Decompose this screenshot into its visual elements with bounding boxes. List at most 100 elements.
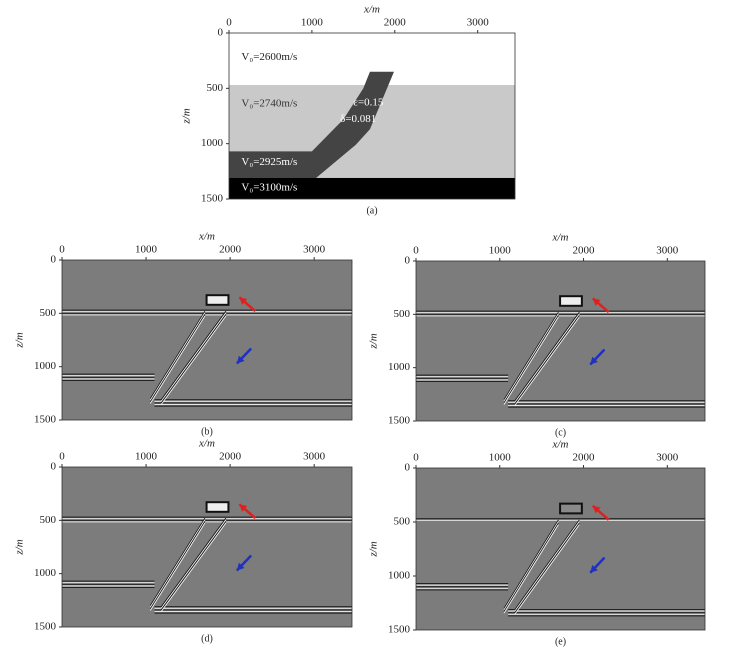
bright-spot	[559, 295, 583, 307]
plot-frame	[415, 467, 706, 631]
z-tick-label: 1500	[201, 193, 224, 205]
z-tick-label: 500	[394, 308, 411, 320]
bright-spot	[559, 502, 583, 515]
x-axis-label: x/m	[198, 231, 215, 243]
caption: (d)	[201, 633, 213, 644]
reflector	[149, 310, 206, 399]
annotation: δ=0.081	[340, 113, 376, 125]
z-axis-label: z/m	[368, 541, 380, 557]
panel: 0 1000 2000 3000 0 500 1000 1500 x/m z/m (b)	[14, 231, 353, 437]
z-axis-label: z/m	[368, 333, 380, 349]
annotation: V₀=2740m/s	[241, 97, 297, 109]
arrow-head	[239, 297, 248, 305]
z-tick-label: 1500	[388, 415, 411, 427]
x-tick-label: 0	[59, 244, 65, 256]
x-tick-label: 2000	[219, 244, 242, 256]
x-tick-label: 3000	[656, 452, 679, 464]
reflector	[514, 311, 580, 401]
z-tick-label: 0	[218, 27, 224, 39]
panel: 0 1000 2000 3000 0 500 1000 1500 x/m z/m (d)	[14, 438, 353, 644]
z-tick-label: 1000	[34, 360, 57, 372]
z-tick-label: 500	[40, 307, 57, 319]
arrow-head	[236, 562, 245, 571]
arrow-head	[590, 565, 598, 573]
panel: 0 1000 2000 3000 0 500 1000 1500 x/m z/m (e)	[368, 439, 706, 647]
reflector	[514, 313, 580, 403]
reflector	[514, 524, 580, 615]
x-tick-label: 3000	[303, 451, 326, 463]
z-tick-label: 1500	[388, 624, 411, 636]
reflector	[514, 315, 580, 405]
annotation: V₀=2600m/s	[241, 51, 297, 63]
reflector	[160, 517, 227, 607]
reflector	[503, 311, 559, 400]
x-axis-label: x/m	[552, 439, 569, 451]
plot-frame	[415, 260, 706, 422]
caption: (b)	[201, 426, 213, 437]
z-tick-label: 0	[405, 255, 411, 267]
reflector	[503, 521, 559, 611]
x-tick-label: 3000	[656, 245, 679, 257]
reflector	[149, 522, 206, 611]
plot-frame	[228, 32, 516, 200]
x-axis-label: x/m	[363, 4, 380, 16]
plot-frame	[61, 466, 353, 628]
reflector	[149, 519, 206, 608]
annotation: V₀=3100m/s	[241, 181, 297, 193]
x-tick-label: 1000	[135, 451, 158, 463]
z-tick-label: 1000	[201, 137, 224, 149]
panel: V₀=2600m/s V₀=2740m/s ε=0.15 δ=0.081 V₀=2925…	[181, 4, 516, 216]
x-tick-label: 1000	[301, 17, 324, 29]
reflector	[160, 521, 227, 611]
z-tick-label: 0	[51, 254, 57, 266]
x-tick-label: 3000	[467, 17, 490, 29]
x-tick-label: 0	[226, 17, 232, 29]
reflector	[149, 312, 206, 401]
reflector	[149, 315, 206, 404]
bright-spot	[205, 501, 230, 513]
caption: (a)	[366, 205, 377, 216]
x-axis-label: x/m	[552, 232, 569, 244]
arrow-head	[239, 504, 248, 512]
arrow-head	[236, 355, 245, 364]
z-tick-label: 500	[207, 82, 224, 94]
panel: 0 1000 2000 3000 0 500 1000 1500 x/m z/m (c)	[368, 232, 706, 438]
caption: (c)	[555, 427, 566, 438]
z-tick-label: 500	[394, 516, 411, 528]
fault-body	[229, 71, 394, 178]
x-tick-label: 2000	[219, 451, 242, 463]
reflector	[503, 315, 559, 404]
reflector	[160, 315, 227, 405]
z-axis-label: z/m	[14, 539, 26, 555]
z-tick-label: 1000	[34, 567, 57, 579]
z-tick-label: 1500	[34, 414, 57, 426]
x-tick-label: 2000	[573, 452, 596, 464]
z-axis-label: z/m	[14, 332, 26, 348]
reflector	[160, 312, 227, 402]
x-tick-label: 3000	[303, 244, 326, 256]
annotation: ε=0.15	[353, 96, 384, 108]
z-tick-label: 1000	[388, 570, 411, 582]
x-tick-label: 1000	[135, 244, 158, 256]
arrow-head	[590, 356, 598, 365]
layer	[229, 177, 515, 199]
reflector	[503, 316, 559, 405]
z-tick-label: 1000	[388, 361, 411, 373]
reflector	[160, 519, 227, 609]
x-tick-label: 0	[59, 451, 65, 463]
reflector	[503, 519, 559, 609]
reflector	[149, 521, 206, 610]
arrow-head	[592, 505, 601, 514]
x-tick-label: 1000	[489, 245, 512, 257]
z-axis-label: z/m	[181, 108, 193, 124]
reflector	[514, 316, 580, 406]
x-tick-label: 0	[413, 452, 419, 464]
bright-spot	[205, 294, 230, 306]
reflector	[514, 522, 580, 613]
z-tick-label: 500	[40, 514, 57, 526]
annotation: V₀=2925m/s	[241, 156, 297, 168]
reflector	[160, 310, 227, 400]
x-tick-label: 2000	[573, 245, 596, 257]
panel-image	[62, 260, 352, 420]
plot-frame	[61, 259, 353, 421]
